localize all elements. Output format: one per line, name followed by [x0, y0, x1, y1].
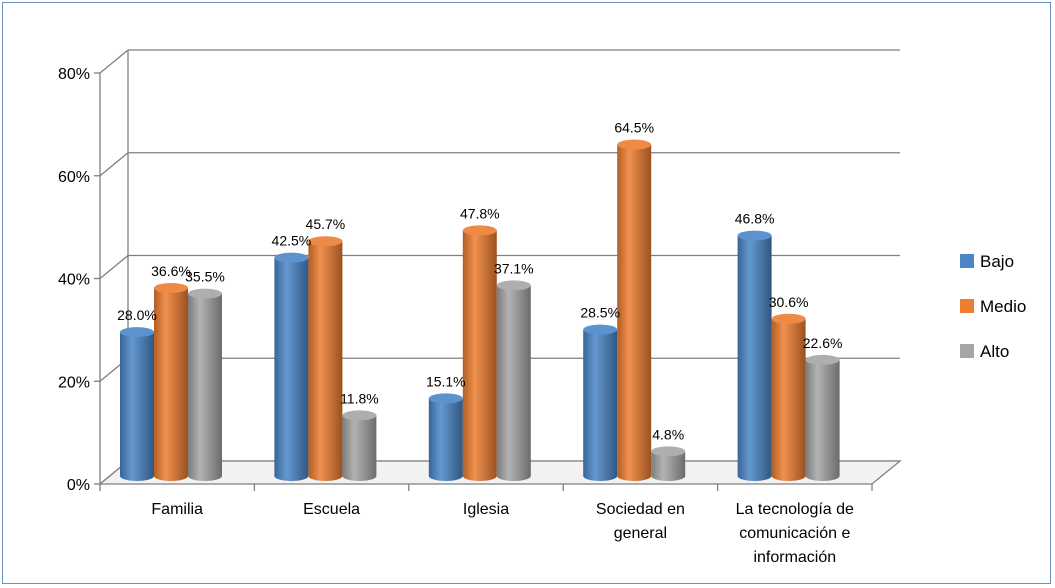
bar-top: [737, 230, 772, 241]
bar-top: [308, 236, 343, 247]
bar-top: [462, 225, 497, 236]
data-label: 15.1%: [426, 373, 466, 389]
bar-medio-4: [771, 313, 806, 482]
bar-medio-1: [308, 236, 343, 482]
data-label: 64.5%: [614, 120, 654, 136]
bar-bajo-0: [120, 327, 154, 481]
legend-item-medio: Medio: [960, 297, 1026, 316]
bar-medio-3: [617, 139, 652, 482]
bar-top: [428, 393, 463, 404]
legend-label: Bajo: [980, 252, 1014, 271]
bar-medio-0: [154, 282, 188, 481]
category-label: Escuela: [303, 501, 360, 518]
bar-body: [120, 332, 154, 481]
x-axis-categories: Familia Escuela Iglesia Sociedad en general L…: [99, 484, 873, 566]
bar-top: [583, 324, 618, 335]
bar-body: [805, 359, 840, 482]
bar-top: [342, 410, 377, 421]
gridline-side: [99, 152, 129, 177]
legend-label: Alto: [980, 342, 1009, 361]
data-label: 11.8%: [340, 390, 379, 406]
y-tick-label: 80%: [58, 66, 90, 83]
bar-body: [308, 241, 343, 482]
legend: Bajo Medio Alto: [960, 252, 1026, 361]
bar-top: [496, 280, 531, 291]
data-label: 42.5%: [272, 233, 312, 249]
bar-top: [651, 446, 686, 457]
bar-body: [583, 329, 618, 482]
data-label: 45.7%: [306, 216, 346, 232]
data-label: 47.8%: [460, 205, 500, 221]
legend-label: Medio: [980, 297, 1026, 316]
bar-bajo-3: [583, 324, 618, 482]
bar-body: [462, 230, 497, 482]
data-label: 35.5%: [185, 269, 225, 285]
data-label: 46.8%: [735, 211, 775, 227]
bar-body: [274, 257, 309, 482]
legend-swatch: [960, 299, 974, 313]
bar-alto-1: [342, 410, 377, 482]
data-label: 36.6%: [151, 263, 191, 279]
y-tick-label: 40%: [58, 272, 90, 289]
category-label: La tecnología de comunicación e informació…: [736, 501, 854, 566]
bar-body: [154, 287, 188, 481]
data-label: 22.6%: [803, 335, 843, 351]
data-label: 37.1%: [494, 260, 534, 276]
y-tick-label: 60%: [58, 169, 90, 186]
data-label: 28.5%: [580, 305, 620, 321]
bar-body: [496, 285, 531, 482]
y-axis-ticks: 0% 20% 40% 60% 80%: [58, 66, 100, 494]
bar-body: [428, 398, 463, 482]
y-tick-label: 20%: [58, 374, 90, 391]
y-tick-label: 0%: [67, 477, 90, 494]
bar-body: [342, 415, 377, 482]
gridline-side: [99, 49, 129, 74]
bar-alto-0: [188, 288, 222, 481]
bar-alto-4: [805, 354, 840, 482]
bar-body: [651, 451, 686, 482]
bar-alto-3: [651, 446, 686, 482]
legend-swatch: [960, 344, 974, 358]
bar-top: [274, 252, 309, 263]
legend-item-alto: Alto: [960, 342, 1009, 361]
bar-top: [805, 354, 840, 365]
bar-top: [617, 139, 652, 150]
bars-layer: [120, 139, 840, 482]
data-label: 4.8%: [652, 426, 684, 442]
bar-body: [737, 235, 772, 482]
gridline-side: [99, 254, 129, 280]
category-label: Sociedad en general: [596, 501, 685, 542]
bar-alto-2: [496, 280, 531, 482]
bar-top: [120, 327, 154, 338]
legend-item-bajo: Bajo: [960, 252, 1014, 271]
category-label: Iglesia: [463, 501, 509, 518]
bar-body: [771, 318, 806, 482]
bar-medio-2: [462, 225, 497, 482]
bar-body: [617, 144, 652, 482]
category-label: Familia: [151, 501, 203, 518]
bar-top: [188, 288, 222, 299]
bar-top: [771, 313, 806, 324]
bar-bajo-4: [737, 230, 772, 482]
bar-bajo-2: [428, 393, 463, 482]
legend-swatch: [960, 254, 974, 268]
data-label: 28.0%: [117, 307, 157, 323]
data-label: 30.6%: [769, 294, 809, 310]
bar-body: [188, 293, 222, 481]
data-labels: 28.0% 42.5% 15.1% 28.5% 46.8% 36.6% 45.7% 47.8%…: [117, 120, 842, 443]
bar-bajo-1: [274, 252, 309, 482]
bar-top: [154, 282, 188, 293]
